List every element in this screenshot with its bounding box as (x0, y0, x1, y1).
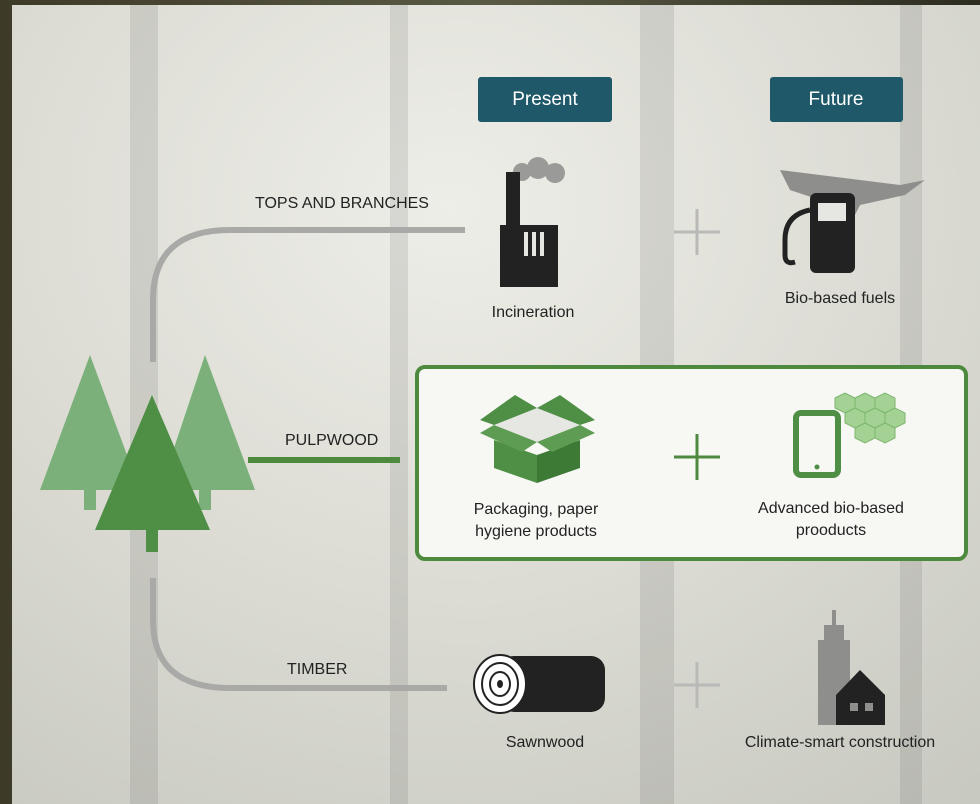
caption-line: Climate-smart construction (745, 734, 935, 751)
page: {"headers": {"present": "Present", "futu… (0, 0, 980, 804)
present-header: Present (512, 89, 578, 110)
future-header: Future (809, 89, 864, 110)
branch-label: TIMBER (287, 661, 347, 678)
caption-line: hygiene products (475, 523, 597, 540)
caption: Bio-based fuels (785, 290, 895, 307)
caption-line: Incineration (492, 304, 575, 321)
caption-line: Sawnwood (506, 734, 584, 751)
caption-line: Packaging, paper (474, 501, 599, 518)
caption: Incineration (492, 304, 575, 321)
caption-line: prooducts (796, 522, 866, 539)
branch-label: TOPS AND BRANCHES (255, 195, 429, 212)
caption-line: Bio-based fuels (785, 290, 895, 307)
caption-line: Advanced bio-based (758, 500, 904, 517)
log-icon (474, 655, 605, 713)
branch-label: PULPWOOD (285, 432, 378, 449)
caption: Sawnwood (506, 734, 584, 751)
caption: Climate-smart construction (745, 734, 935, 751)
diagram: Present Future TOPS AND BRANCHES PULPWOO… (0, 0, 980, 804)
